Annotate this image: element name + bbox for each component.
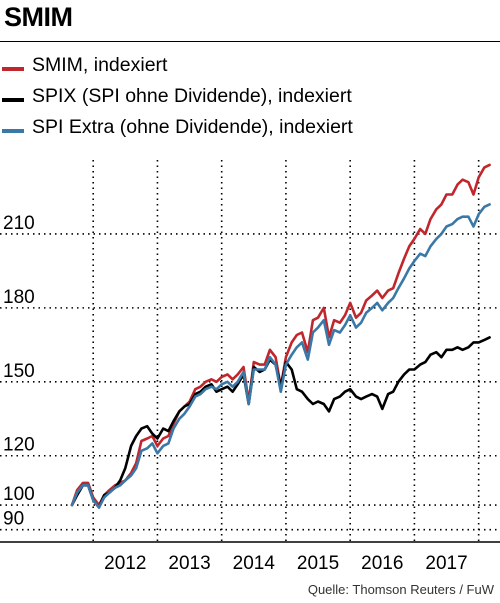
- legend-label-spi-extra: SPI Extra (ohne Dividende), indexiert: [32, 116, 353, 138]
- title-divider: [0, 41, 500, 42]
- grid: [0, 160, 500, 542]
- y-tick-label: 120: [3, 435, 35, 456]
- x-axis-ticks: 2012 2013 2014 2015 2016 2017: [104, 553, 467, 574]
- x-tick-label: 2013: [168, 553, 210, 574]
- legend-label-spix: SPIX (SPI ohne Dividende), indexiert: [32, 85, 352, 107]
- y-axis-ticks: 90 100 120 150 180 210: [3, 213, 35, 530]
- legend-item-spix: SPIX (SPI ohne Dividende), indexiert: [0, 83, 500, 114]
- x-tick-label: 2016: [361, 553, 403, 574]
- x-tick-label: 2014: [233, 553, 276, 574]
- x-tick-label: 2012: [104, 553, 146, 574]
- y-tick-label: 150: [3, 361, 35, 382]
- legend-item-smim: SMIM, indexiert: [0, 52, 500, 83]
- y-tick-label: 90: [3, 509, 24, 530]
- series-line-spix: [70, 336, 491, 509]
- y-tick-label: 180: [3, 287, 35, 308]
- y-tick-label: 210: [3, 213, 35, 234]
- legend-label-smim: SMIM, indexiert: [32, 54, 168, 76]
- legend: SMIM, indexiert SPIX (SPI ohne Dividende…: [0, 52, 500, 145]
- series-line-smim: [70, 163, 491, 507]
- legend-item-spi-extra: SPI Extra (ohne Dividende), indexiert: [0, 114, 500, 145]
- legend-swatch-smim: [2, 67, 24, 71]
- source-note: Quelle: Thomson Reuters / FuW: [307, 582, 494, 597]
- x-tick-label: 2017: [425, 553, 467, 574]
- legend-swatch-spi-extra: [2, 129, 24, 133]
- series-line-spi-extra: [70, 203, 491, 509]
- y-tick-label: 100: [3, 484, 35, 505]
- legend-swatch-spix: [2, 98, 24, 102]
- x-tick-label: 2015: [297, 553, 339, 574]
- chart-title: SMIM: [4, 2, 73, 32]
- series-lines: [70, 163, 491, 509]
